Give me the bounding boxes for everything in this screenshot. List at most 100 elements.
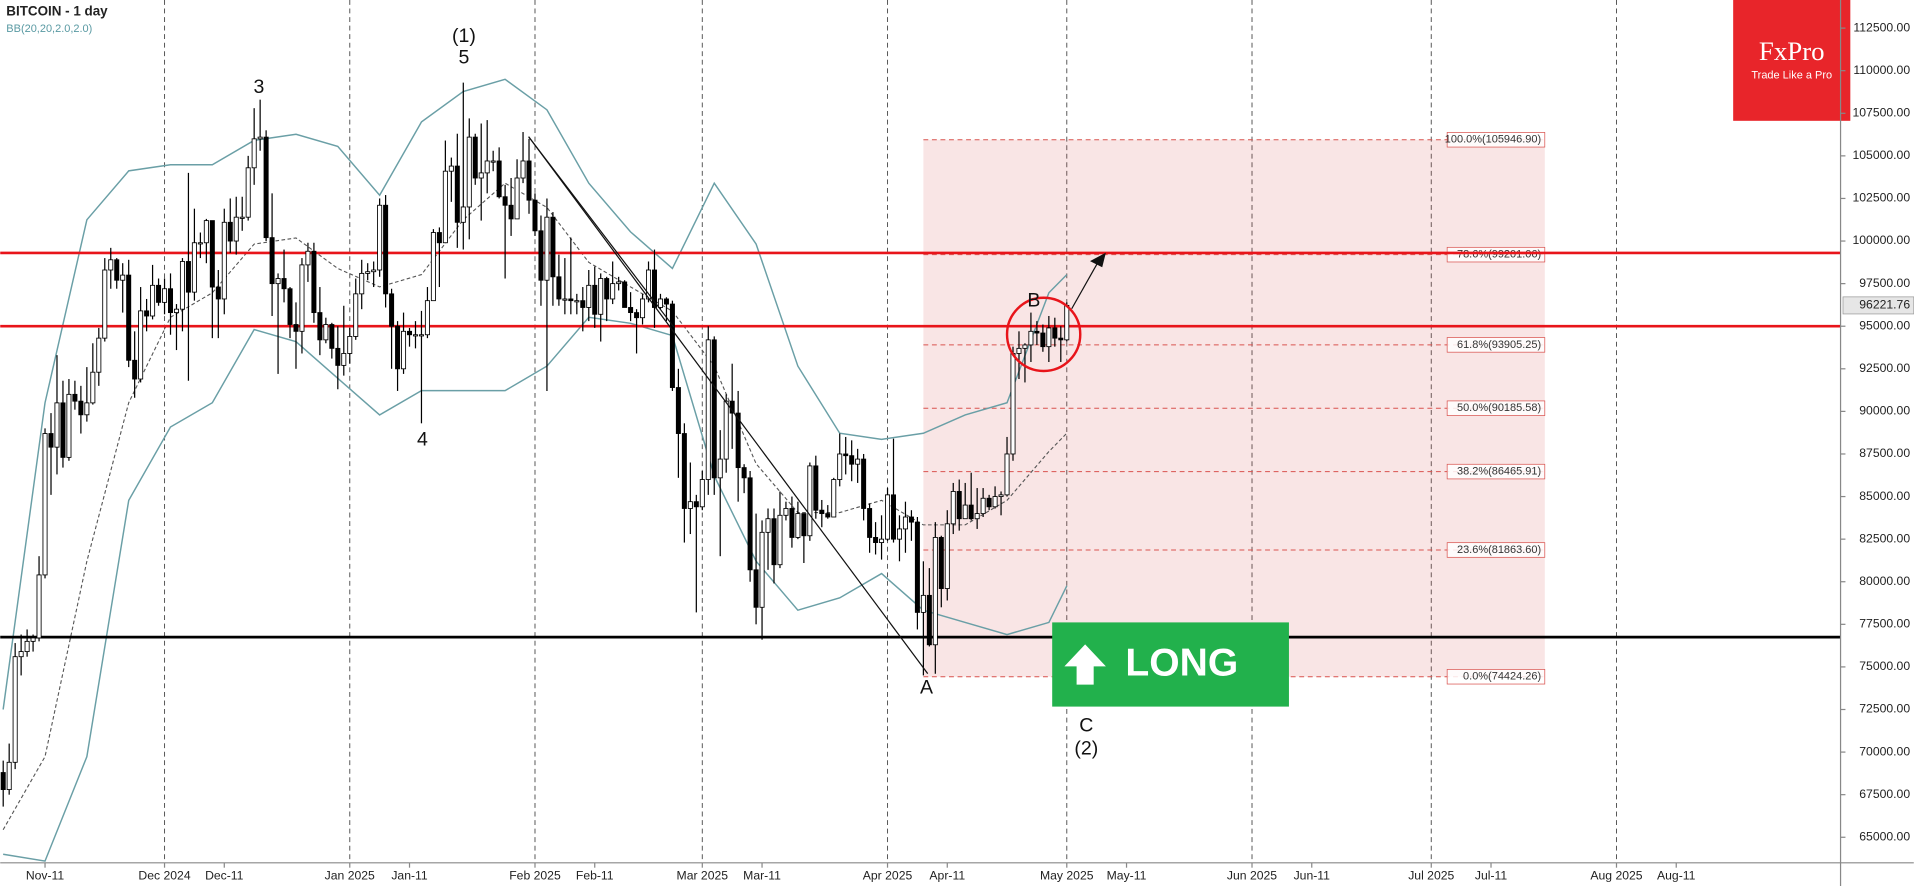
candle-body <box>610 283 616 300</box>
candle-body <box>998 494 1004 497</box>
candle-body <box>580 300 586 308</box>
chart-title: BITCOIN - 1 day <box>6 4 108 19</box>
x-tick-label: Feb 2025 <box>509 868 561 882</box>
y-tick-label: 77500.00 <box>1859 617 1910 631</box>
wave-label: 5 <box>459 47 470 69</box>
x-tick-label: Jan 2025 <box>325 868 375 882</box>
y-tick-label: 65000.00 <box>1859 829 1910 843</box>
candle-body <box>723 400 729 460</box>
candle-body <box>717 458 723 479</box>
candle-body <box>789 508 795 538</box>
x-tick-label: Jan-11 <box>391 868 428 882</box>
up-arrow-icon <box>1064 644 1106 685</box>
signal-badge: LONG <box>1052 622 1289 707</box>
candle-body <box>538 230 544 281</box>
wave-label: (2) <box>1074 737 1098 759</box>
candle-body <box>759 531 765 608</box>
y-tick-label: 95000.00 <box>1859 318 1910 332</box>
y-tick-label: 80000.00 <box>1859 574 1910 588</box>
candle-body <box>526 160 532 201</box>
candle-body <box>622 281 628 308</box>
candle-body <box>950 491 956 525</box>
trend-line <box>528 136 929 675</box>
candle-body <box>1064 304 1070 341</box>
x-tick-label: Jun 2025 <box>1227 868 1277 882</box>
candle-body <box>108 259 114 271</box>
candle-body <box>209 220 215 288</box>
y-tick-label: 70000.00 <box>1859 744 1910 758</box>
candle-body <box>365 271 371 274</box>
candle-body <box>144 310 150 317</box>
candle-body <box>407 330 413 336</box>
y-tick-label: 72500.00 <box>1859 702 1910 716</box>
candle-body <box>861 458 867 509</box>
candle-body <box>514 177 520 220</box>
bollinger-upper <box>2 78 1068 710</box>
candle-body <box>60 402 66 458</box>
candle-body <box>347 336 353 354</box>
candle-body <box>84 402 90 416</box>
arrow-line <box>1071 260 1100 310</box>
candle-body <box>36 574 42 639</box>
candle-body <box>341 353 347 366</box>
y-tick-label: 90000.00 <box>1859 404 1910 418</box>
wave-label: B <box>1027 290 1040 312</box>
candle-body <box>1028 330 1034 346</box>
wave-label: C <box>1079 714 1093 736</box>
candle-body <box>168 288 174 314</box>
candle-body <box>424 300 430 336</box>
candle-body <box>813 465 819 511</box>
x-tick-label: Mar-11 <box>743 868 781 882</box>
x-tick-label: Mar 2025 <box>677 868 729 882</box>
candle-body <box>383 204 389 295</box>
candle-body <box>867 508 873 538</box>
candle-body <box>436 232 442 244</box>
candle-body <box>890 494 897 540</box>
candle-body <box>562 298 568 301</box>
candle-body <box>251 138 257 169</box>
candle-body <box>448 165 454 172</box>
candle-body <box>371 269 377 273</box>
candle-body <box>550 216 556 278</box>
candle-body <box>1034 330 1040 334</box>
candle-body <box>430 232 436 302</box>
candle-body <box>442 170 448 244</box>
candle-body <box>651 269 657 308</box>
candle-body <box>986 497 992 508</box>
logo-name: FxPro <box>1759 36 1825 66</box>
data-layer <box>0 78 1841 862</box>
candle-body <box>353 293 359 337</box>
candle-body <box>687 501 693 509</box>
candle-body <box>257 136 263 140</box>
candle-body <box>855 458 861 465</box>
last-price-label: 96221.76 <box>1859 298 1910 312</box>
wave-label: 4 <box>417 429 428 451</box>
candle-body <box>173 308 179 314</box>
candle-body <box>179 261 185 310</box>
logo-background <box>1733 0 1851 121</box>
candle-body <box>914 521 920 613</box>
candle-body <box>490 160 496 163</box>
candle-body <box>699 479 705 508</box>
candle-body <box>215 286 221 300</box>
candle-body <box>807 465 813 537</box>
y-tick-label: 112500.00 <box>1853 20 1910 34</box>
x-tick-label: Aug 2025 <box>1590 868 1642 882</box>
candle-body <box>287 288 293 325</box>
candle-body <box>102 269 108 339</box>
candle-body <box>6 761 12 790</box>
fib-label: 0.0%(74424.26) <box>1463 671 1541 683</box>
trend-line <box>528 136 675 328</box>
candle-body <box>1046 327 1052 348</box>
fib-label-bg <box>1446 132 1546 148</box>
y-tick-label: 97500.00 <box>1859 276 1910 290</box>
candle-body <box>634 312 640 319</box>
candle-body <box>771 518 777 566</box>
candle-body <box>669 303 675 388</box>
candle-body <box>843 453 849 457</box>
candle-body <box>849 455 855 465</box>
candle-body <box>114 259 120 281</box>
candle-body <box>203 220 209 244</box>
y-tick-label: 100000.00 <box>1852 233 1910 247</box>
candle-body <box>568 298 574 302</box>
